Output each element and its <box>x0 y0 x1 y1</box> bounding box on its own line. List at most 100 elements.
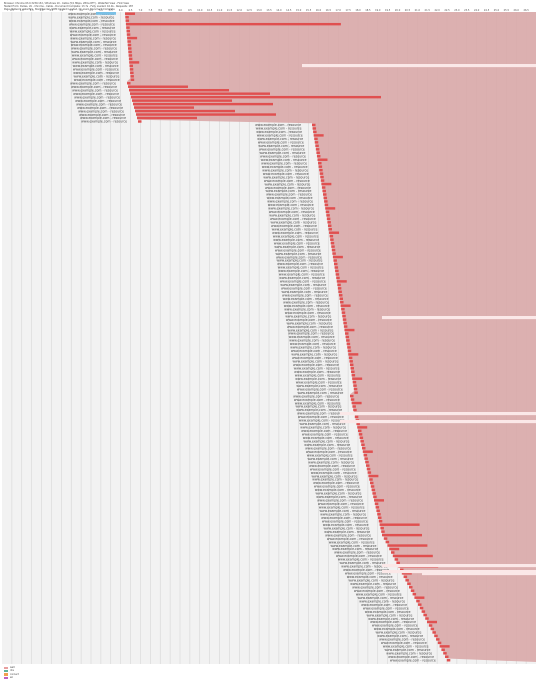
row-label: www.example.com - resource <box>280 283 326 287</box>
download-bar <box>137 116 197 120</box>
row-label: www.example.com - resource <box>323 523 369 527</box>
tick-label: 19.5 <box>385 9 391 12</box>
row-label: www.example.com - resource <box>284 304 330 308</box>
download-bar <box>130 71 134 75</box>
download-bar <box>345 335 350 339</box>
row-label: www.example.com - resource <box>319 506 365 510</box>
download-bar <box>409 586 413 589</box>
download-bar <box>326 217 331 221</box>
download-bar <box>401 572 412 575</box>
row-label: www.example.com - resource <box>280 280 326 284</box>
download-bar <box>131 95 381 99</box>
download-bar <box>368 474 379 478</box>
tick-label: 20.5 <box>405 9 411 12</box>
tick-label: 7.0 <box>139 9 143 12</box>
tick-label: 23.0 <box>454 9 460 12</box>
row-label: www.example.com - resource <box>327 537 373 541</box>
tick-label: 18.0 <box>355 9 361 12</box>
header-line: Tested From: Dulles, VA - Chrome - Cable… <box>4 5 134 9</box>
row-label: www.example.com - resource <box>324 526 370 530</box>
row-label: www.example.com - resource <box>338 558 384 562</box>
row-label: www.example.com - resource <box>262 165 308 169</box>
tick-label: 14.5 <box>286 9 292 12</box>
download-bar <box>128 85 188 88</box>
download-bar <box>352 380 357 384</box>
download-bar <box>125 19 130 22</box>
row-label: www.example.com - resource <box>308 460 354 464</box>
row-label: www.example.com - resource <box>350 582 396 586</box>
row-label: www.example.com - resource <box>359 599 405 603</box>
row-label: www.example.com - resource <box>311 471 357 475</box>
download-bar <box>378 516 382 519</box>
download-bar <box>338 290 342 294</box>
stripe-bar <box>340 412 536 416</box>
row-label: www.example.com - resource <box>260 154 306 158</box>
row-label: www.example.com - resource <box>73 64 119 68</box>
download-bar <box>340 304 351 307</box>
download-bar <box>339 297 343 300</box>
row-label: www.example.com - resource <box>315 488 361 492</box>
download-bar <box>336 280 347 283</box>
download-bar <box>358 433 363 436</box>
row-label: www.example.com - resource <box>71 85 117 89</box>
download-bar <box>337 287 342 290</box>
download-bar <box>348 356 353 360</box>
download-bar <box>128 54 133 57</box>
download-bar <box>350 367 354 370</box>
row-label: www.example.com - resource <box>300 426 346 430</box>
row-label: www.example.com - resource <box>69 26 115 30</box>
download-bar <box>369 478 373 481</box>
row-label: www.example.com - resource <box>70 36 116 40</box>
row-label: www.example.com - resource <box>304 439 350 443</box>
tick-label: 17.0 <box>336 9 342 12</box>
header-line: Page: Network waterfall - Start Render, … <box>4 8 115 12</box>
row-label: www.example.com - resource <box>71 50 117 54</box>
row-label: www.example.com - resource <box>277 262 323 266</box>
tick-label: 13.0 <box>256 9 262 12</box>
row-label: www.example.com - resource <box>334 551 380 555</box>
row-label: www.example.com - resource <box>340 561 386 565</box>
tick-label: 25.5 <box>504 9 510 12</box>
row-label: www.example.com - resource <box>272 227 318 231</box>
row-label: www.example.com - resource <box>291 353 337 357</box>
download-bar <box>125 15 129 19</box>
tick-label: 26.0 <box>514 9 520 12</box>
waterfall-chart: 0.5 1.0 1.5 2.0 2.5 3.0 3.5 4.0 4.5 5.0 5.5 6.0 6.5 7… <box>2 9 536 664</box>
row-label: www.example.com - resource <box>317 499 363 503</box>
row-label: www.example.com - resource <box>269 210 315 214</box>
download-bar <box>129 64 133 68</box>
download-bar <box>128 57 133 61</box>
download-bar <box>320 175 324 179</box>
stripe-bar <box>302 64 536 68</box>
row-label: www.example.com - resource <box>72 54 118 58</box>
tick-label: 8.5 <box>168 9 172 12</box>
row-label: www.example.com - resource <box>68 12 114 16</box>
row-label: www.example.com - resource <box>370 620 416 624</box>
download-bar <box>428 624 433 627</box>
row-label: www.example.com - resource <box>271 221 317 225</box>
download-bar <box>346 339 350 342</box>
row-label: www.example.com - resource <box>68 15 114 19</box>
download-bar <box>391 551 395 554</box>
row-label: www.example.com - resource <box>71 40 117 44</box>
stripe-bar <box>340 420 536 424</box>
download-bar <box>432 631 436 634</box>
row-label: www.example.com - resource <box>297 391 343 395</box>
tick-label: 13.5 <box>266 9 272 12</box>
tick-label: 11.5 <box>227 9 233 12</box>
row-label: www.example.com - resource <box>282 294 328 298</box>
download-bar <box>313 134 324 137</box>
waterfall-legend: wait dns connect ssl <box>4 666 19 680</box>
row-label: www.example.com - resource <box>282 290 328 294</box>
row-label: www.example.com - resource <box>320 512 366 516</box>
row-label: www.example.com - resource <box>296 405 342 409</box>
download-bar <box>345 332 349 335</box>
download-bar <box>135 109 235 113</box>
download-bar <box>370 481 374 485</box>
download-bar <box>344 328 355 332</box>
tick-label: 1.0 <box>20 9 24 12</box>
row-label: www.example.com - resource <box>295 377 341 381</box>
download-bar <box>437 641 442 645</box>
row-label: www.example.com - resource <box>270 217 316 221</box>
tick-label: 23.5 <box>464 9 470 12</box>
